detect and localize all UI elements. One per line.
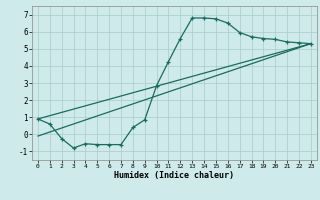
X-axis label: Humidex (Indice chaleur): Humidex (Indice chaleur) [115, 171, 234, 180]
